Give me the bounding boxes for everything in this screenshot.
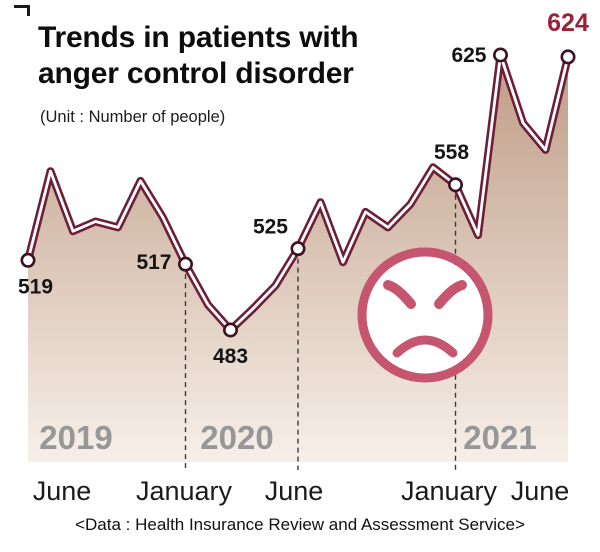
point-marker bbox=[223, 322, 239, 338]
face-right-eye bbox=[434, 280, 467, 309]
year-labels: 2019 2020 2021 bbox=[39, 419, 536, 456]
point-label: 483 bbox=[213, 345, 248, 368]
x-axis-label: June bbox=[33, 476, 92, 506]
point-marker bbox=[447, 177, 463, 193]
point-label: 625 bbox=[451, 44, 486, 67]
point-label: 517 bbox=[136, 251, 171, 274]
x-axis-label: June bbox=[265, 476, 324, 506]
data-source: <Data : Health Insurance Review and Asse… bbox=[75, 515, 525, 534]
title-line-1: Trends in patients with bbox=[38, 21, 359, 54]
title-line-2: anger control disorder bbox=[38, 57, 354, 90]
year-label: 2020 bbox=[200, 419, 273, 456]
point-marker bbox=[290, 241, 306, 257]
x-axis-label: January bbox=[401, 476, 498, 506]
unit-label: (Unit : Number of people) bbox=[40, 108, 226, 126]
face-frown bbox=[392, 335, 458, 358]
year-label: 2021 bbox=[463, 419, 536, 456]
point-label: 519 bbox=[18, 275, 53, 298]
point-marker bbox=[20, 252, 36, 268]
point-label: 525 bbox=[253, 216, 288, 239]
point-markers bbox=[20, 47, 576, 338]
face-circle bbox=[357, 247, 493, 383]
point-marker bbox=[560, 49, 576, 65]
face-left-eye bbox=[383, 280, 416, 309]
x-axis-label: June bbox=[511, 476, 570, 506]
year-label: 2019 bbox=[39, 419, 112, 456]
x-axis-labels: June January June January June bbox=[33, 476, 570, 506]
point-label: 624 bbox=[547, 9, 589, 37]
point-marker bbox=[178, 256, 194, 272]
angry-face-icon bbox=[357, 247, 493, 383]
corner-mark bbox=[14, 5, 30, 16]
page-title: Trends in patients with anger control di… bbox=[38, 20, 359, 92]
point-marker bbox=[492, 47, 508, 63]
point-label: 558 bbox=[434, 141, 469, 164]
point-labels: 519 517 483 525 558 625 624 bbox=[18, 9, 589, 368]
x-axis-label: January bbox=[136, 476, 233, 506]
